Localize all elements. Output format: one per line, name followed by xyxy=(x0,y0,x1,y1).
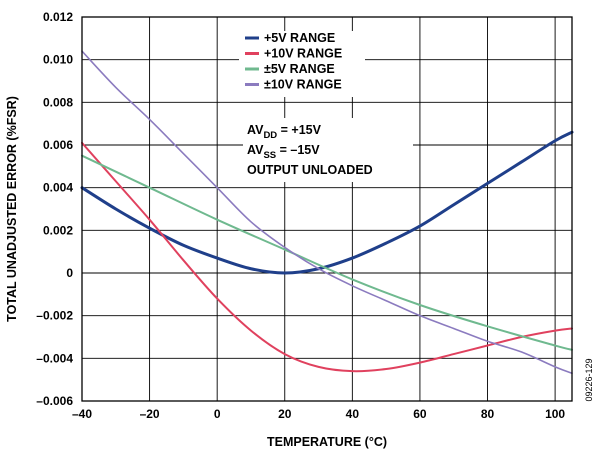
x-tick-label: 100 xyxy=(545,407,565,421)
x-tick-label: 40 xyxy=(346,407,360,421)
legend-label-pm10v-range: ±10V RANGE xyxy=(264,78,342,92)
y-tick-label: 0.012 xyxy=(43,10,73,24)
x-tick-label: –20 xyxy=(140,407,160,421)
y-tick-labels: 0.012 0.010 0.008 0.006 0.004 0.002 0 –0.002 –0.… xyxy=(36,10,73,408)
y-tick-label: 0.004 xyxy=(43,181,73,195)
x-tick-label: 60 xyxy=(413,407,427,421)
x-tick-label: 0 xyxy=(214,407,221,421)
y-tick-label: 0.002 xyxy=(43,223,73,237)
y-tick-label: –0.004 xyxy=(36,351,73,365)
plot-frame xyxy=(81,16,573,402)
annotation-avss: AVSS = –15V xyxy=(247,143,320,161)
y-tick-label: –0.006 xyxy=(36,394,73,408)
series-line-pm10v-range xyxy=(81,50,573,375)
x-tick-label: –40 xyxy=(72,407,92,421)
y-tick-label: 0 xyxy=(66,266,73,280)
x-tick-label: 20 xyxy=(278,407,292,421)
legend-label-plus10v-range: +10V RANGE xyxy=(264,47,342,61)
y-tick-label: 0.010 xyxy=(43,53,73,67)
annotation-output-unloaded: OUTPUT UNLOADED xyxy=(247,163,373,177)
x-tick-label: 80 xyxy=(481,407,495,421)
annotation-background xyxy=(243,118,413,182)
annotation-avdd-base: AV xyxy=(247,123,264,137)
x-tick-labels: –40 –20 0 20 40 60 80 100 xyxy=(72,407,565,421)
series-line-pm5v-range xyxy=(81,154,573,351)
y-tick-label: 0.008 xyxy=(43,95,73,109)
annotation-avdd-value: = +15V xyxy=(277,123,321,137)
x-axis-label: TEMPERATURE (°C) xyxy=(267,435,387,449)
conditions-annotation: AVDD = +15V AVSS = –15V OUTPUT UNLOADED xyxy=(243,118,413,182)
legend-background xyxy=(239,31,365,97)
annotation-avdd-sub: DD xyxy=(263,130,277,141)
legend-label-plus5v-range: +5V RANGE xyxy=(264,31,335,45)
y-axis-label: TOTAL UNADJUSTED ERROR (%FSR) xyxy=(5,96,19,322)
legend-label-pm5v-range: ±5V RANGE xyxy=(264,62,335,76)
annotation-avss-value: = –15V xyxy=(276,143,320,157)
annotation-avss-sub: SS xyxy=(263,150,276,161)
series-line-plus5v-range xyxy=(80,130,574,275)
y-tick-label: –0.002 xyxy=(36,309,73,323)
legend: +5V RANGE +10V RANGE±5V RANGE ±10V RANGE xyxy=(239,31,365,97)
y-tick-label: 0.006 xyxy=(43,138,73,152)
series-layer xyxy=(80,50,574,375)
series-line-plus10v-range xyxy=(81,141,573,373)
annotation-avdd: AVDD = +15V xyxy=(247,123,322,141)
annotation-avss-base: AV xyxy=(247,143,264,157)
figure-id: 09226-129 xyxy=(584,358,594,401)
